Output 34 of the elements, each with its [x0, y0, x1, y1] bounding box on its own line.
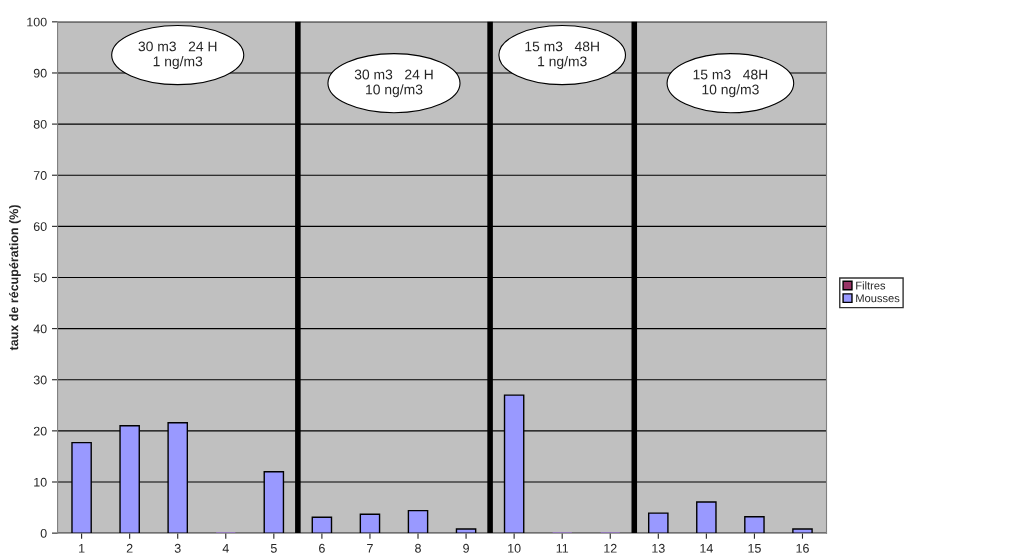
y-tick-label: 20 [33, 426, 47, 436]
x-tick-label: 15 [748, 544, 761, 553]
annotation: 30 m3 24 H 1 ng/m3 [138, 41, 217, 70]
annotation: 30 m3 24 H 10 ng/m3 [354, 69, 433, 98]
legend-label: Filtres [856, 281, 886, 290]
x-tick-label: 3 [174, 543, 181, 553]
y-tick-label: 10 [34, 477, 47, 487]
x-tick-label: 16 [796, 543, 809, 553]
y-tick-label: 60 [33, 222, 47, 231]
x-tick-label: 2 [126, 543, 133, 553]
x-tick-label: 9 [463, 543, 469, 553]
annotation: 15 m3 48H 1 ng/m3 [525, 41, 599, 70]
x-tick-label: 13 [652, 543, 665, 553]
x-tick-label: 5 [270, 544, 277, 553]
x-tick-label: 12 [604, 543, 617, 553]
x-tick-label: 1 [79, 544, 85, 553]
x-tick-label: 11 [556, 544, 569, 553]
x-tick-label: 8 [415, 543, 421, 553]
y-tick-label: 0 [40, 528, 47, 538]
y-tick-label: 50 [33, 273, 47, 283]
x-tick-label: 7 [367, 544, 373, 553]
y-tick-label: 100 [27, 17, 47, 27]
x-tick-label: 6 [319, 543, 325, 553]
x-tick-label: 4 [222, 544, 229, 553]
y-tick-label: 90 [33, 68, 47, 78]
y-tick-label: 80 [33, 119, 47, 129]
legend-label: Mousses [856, 294, 900, 303]
y-tick-label: 30 [33, 375, 47, 385]
y-tick-label: 40 [33, 324, 47, 334]
x-tick-label: 14 [700, 544, 713, 553]
x-tick-label: 10 [508, 543, 521, 553]
y-tick-label: 70 [33, 171, 47, 180]
y-axis-title: taux de récupération (%) [8, 205, 21, 351]
annotation: 15 m3 48H 10 ng/m3 [693, 69, 768, 98]
